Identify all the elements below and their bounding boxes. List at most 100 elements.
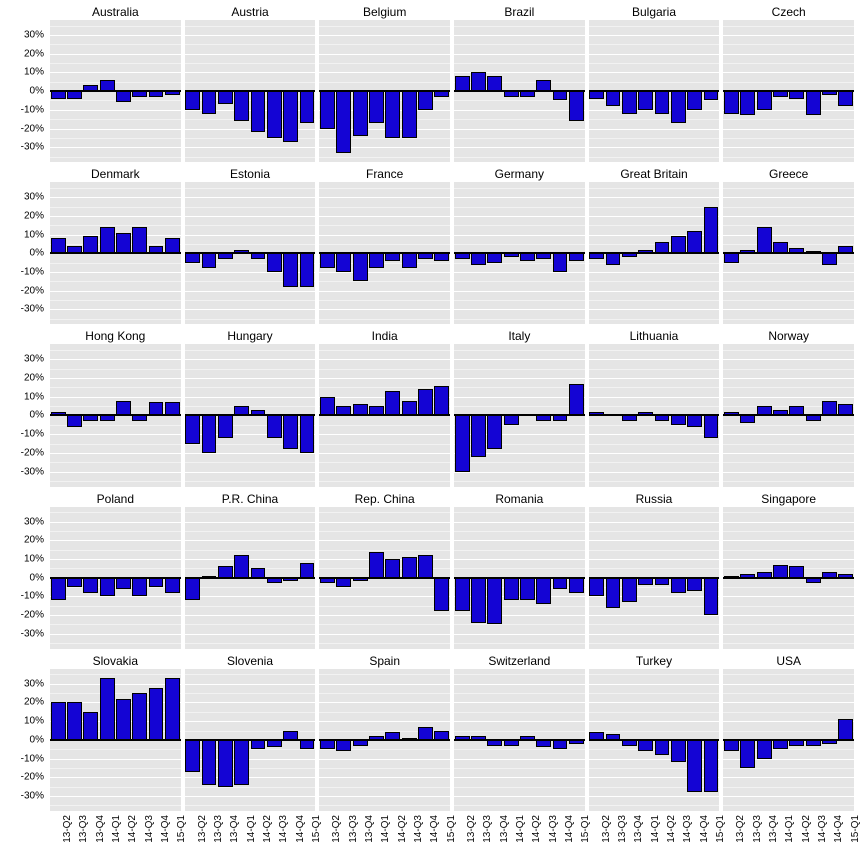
bar: [165, 238, 180, 253]
x-tick-label: 14-Q1: [246, 815, 257, 843]
y-tick-label: 0%: [30, 248, 44, 259]
x-tick-label: 13-Q4: [229, 815, 240, 843]
panel-title: Czech: [723, 4, 854, 20]
y-tick-label: -20%: [21, 285, 44, 296]
panel: Singapore: [723, 491, 854, 649]
y-tick-label: -10%: [21, 429, 44, 440]
bar: [83, 236, 98, 253]
baseline: [319, 414, 450, 416]
bar: [67, 91, 82, 98]
y-tick-label: -10%: [21, 104, 44, 115]
bar: [218, 415, 233, 437]
y-tick-label: 30%: [24, 516, 44, 527]
bar: [267, 253, 282, 272]
y-tick-label: -30%: [21, 791, 44, 802]
bar: [806, 91, 821, 115]
x-tick-label: 14-Q4: [429, 815, 440, 843]
panel-body: [50, 20, 181, 162]
x-tick-label: 13-Q4: [499, 815, 510, 843]
x-tick-label: 15-Q1: [850, 815, 860, 843]
y-axis: -30%-20%-10%0%10%20%30%: [0, 507, 48, 649]
bar: [757, 91, 772, 110]
bar: [569, 253, 584, 260]
bar: [434, 578, 449, 612]
panel: Russia: [589, 491, 720, 649]
baseline: [723, 414, 854, 416]
bar: [471, 253, 486, 264]
panel-title: Hungary: [185, 328, 316, 344]
x-tick-label: 13-Q2: [601, 815, 612, 843]
panel-body: [185, 344, 316, 486]
panel-title: Denmark: [50, 166, 181, 182]
bar: [520, 253, 535, 260]
panel: Spain: [319, 653, 450, 811]
bar: [83, 578, 98, 593]
bar: [504, 578, 519, 600]
y-tick-label: 30%: [24, 29, 44, 40]
panel-title: Slovakia: [50, 653, 181, 669]
bar: [740, 740, 755, 768]
x-tick-label: 13-Q4: [633, 815, 644, 843]
bar: [740, 91, 755, 115]
panel-body: [50, 182, 181, 324]
bar: [267, 415, 282, 437]
panel: P.R. China: [185, 491, 316, 649]
bar: [336, 578, 351, 587]
panel: Rep. China: [319, 491, 450, 649]
panel-title: Bulgaria: [589, 4, 720, 20]
panel: Switzerland: [454, 653, 585, 811]
x-axis: 13-Q213-Q313-Q414-Q114-Q214-Q314-Q415-Q1: [723, 813, 854, 861]
bar: [100, 227, 115, 253]
panel-body: [319, 344, 450, 486]
x-tick-label: 13-Q3: [348, 815, 359, 843]
x-tick-label: 13-Q2: [197, 815, 208, 843]
panel-title: Lithuania: [589, 328, 720, 344]
bar: [132, 227, 147, 253]
bar: [418, 389, 433, 415]
y-axis: -30%-20%-10%0%10%20%30%: [0, 344, 48, 486]
panel: Bulgaria: [589, 4, 720, 162]
x-tick-label: 14-Q3: [548, 815, 559, 843]
panel-body: [454, 507, 585, 649]
y-tick-label: 10%: [24, 229, 44, 240]
bar: [83, 712, 98, 740]
baseline: [723, 252, 854, 254]
bar: [234, 740, 249, 785]
bar: [520, 578, 535, 600]
bar: [100, 578, 115, 597]
bar: [455, 578, 470, 612]
panel-body: [589, 20, 720, 162]
bar: [418, 91, 433, 110]
bar: [51, 238, 66, 253]
panel-body: [723, 182, 854, 324]
x-axis: 13-Q213-Q313-Q414-Q114-Q214-Q314-Q415-Q1: [50, 813, 181, 861]
y-tick-label: 20%: [24, 48, 44, 59]
bar: [704, 578, 719, 615]
panel-title: Australia: [50, 4, 181, 20]
x-tick-label: 14-Q1: [515, 815, 526, 843]
bar: [202, 253, 217, 268]
bar: [504, 415, 519, 424]
y-tick-label: -20%: [21, 123, 44, 134]
x-tick-label: 14-Q2: [801, 815, 812, 843]
bar: [704, 207, 719, 254]
bar: [434, 253, 449, 260]
bar: [116, 233, 131, 254]
panel-title: Great Britain: [589, 166, 720, 182]
y-tick-label: 20%: [24, 373, 44, 384]
bar: [455, 76, 470, 91]
x-tick-label: 14-Q3: [278, 815, 289, 843]
bar: [185, 578, 200, 600]
bar: [234, 555, 249, 577]
bar: [300, 415, 315, 452]
panel: Czech: [723, 4, 854, 162]
bar: [536, 578, 551, 604]
bar: [687, 91, 702, 110]
baseline: [589, 577, 720, 579]
y-tick-label: -10%: [21, 753, 44, 764]
y-tick-label: 30%: [24, 678, 44, 689]
panel: Turkey: [589, 653, 720, 811]
baseline: [454, 90, 585, 92]
panel: France: [319, 166, 450, 324]
panel: Greece: [723, 166, 854, 324]
